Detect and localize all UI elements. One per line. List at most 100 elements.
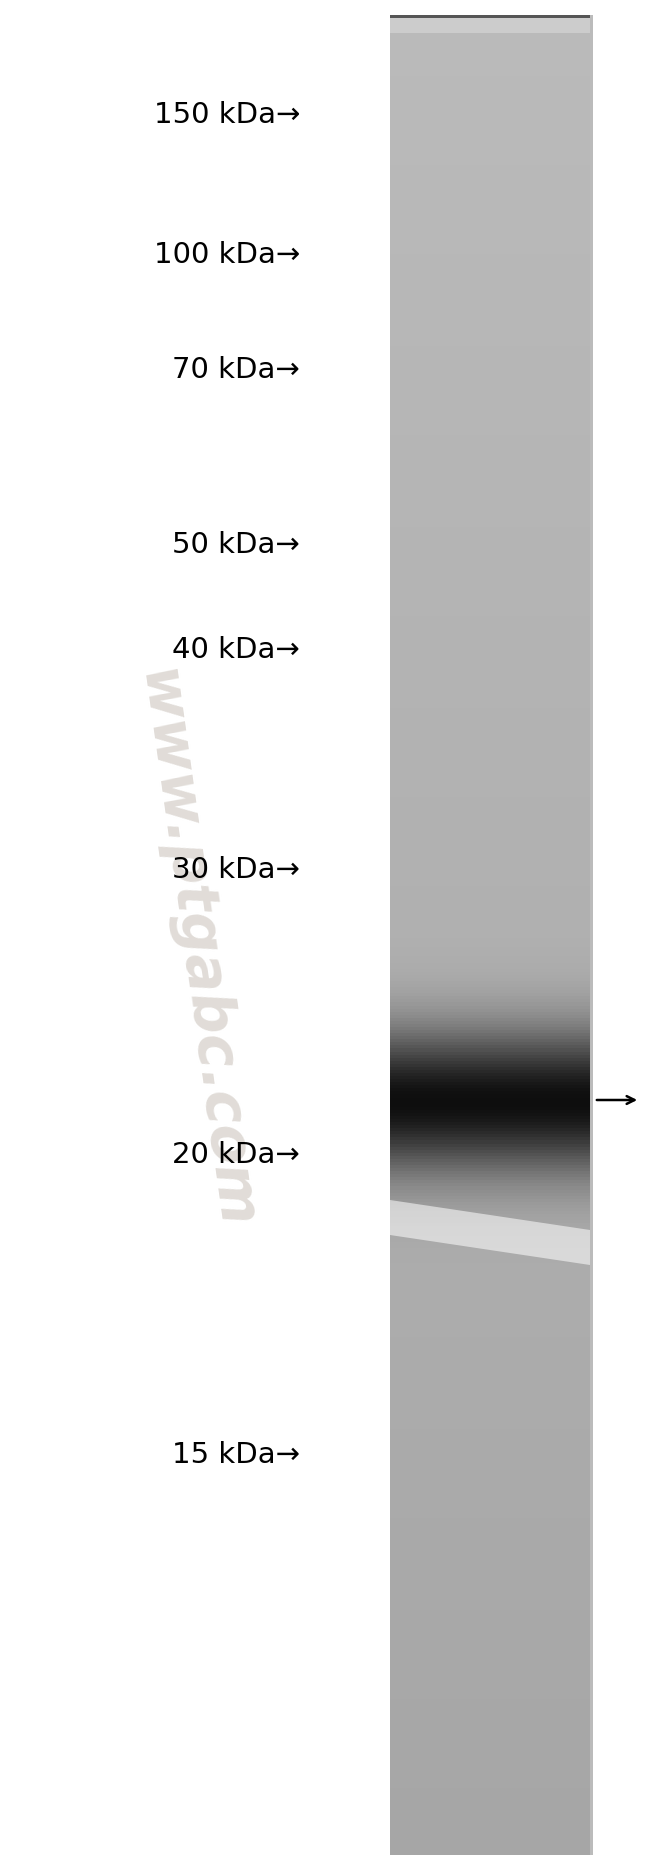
Text: www.ptgabc.com: www.ptgabc.com xyxy=(127,666,263,1234)
Bar xyxy=(390,532,590,536)
Bar xyxy=(390,638,590,640)
Bar xyxy=(390,438,590,441)
Bar xyxy=(390,178,590,180)
Bar xyxy=(390,911,590,913)
Bar xyxy=(390,620,590,621)
Bar xyxy=(390,1146,590,1150)
Bar xyxy=(390,441,590,445)
Bar xyxy=(390,1011,590,1015)
Bar xyxy=(390,612,590,616)
Bar xyxy=(390,851,590,855)
Bar xyxy=(390,1258,590,1260)
Bar xyxy=(390,859,590,861)
Bar xyxy=(390,208,590,211)
Bar xyxy=(390,696,590,699)
Bar xyxy=(390,1122,590,1126)
Bar xyxy=(390,1601,590,1603)
Bar xyxy=(390,1490,590,1493)
Bar xyxy=(390,944,590,948)
Bar xyxy=(390,365,590,367)
Bar xyxy=(390,647,590,649)
Bar xyxy=(390,877,590,879)
Bar xyxy=(390,61,590,65)
Bar xyxy=(390,1178,590,1180)
Bar xyxy=(390,184,590,187)
Bar xyxy=(390,1573,590,1577)
Bar xyxy=(390,1770,590,1772)
Bar xyxy=(390,249,590,250)
Bar xyxy=(390,723,590,727)
Bar xyxy=(390,874,590,877)
Bar xyxy=(390,926,590,929)
Bar xyxy=(390,1241,590,1245)
Bar xyxy=(390,1760,590,1762)
Bar xyxy=(390,736,590,738)
Bar xyxy=(390,315,590,319)
Bar xyxy=(390,1104,590,1107)
Bar xyxy=(390,794,590,798)
Text: 50 kDa→: 50 kDa→ xyxy=(172,531,300,558)
Bar xyxy=(390,827,590,831)
Bar xyxy=(390,1606,590,1610)
Bar xyxy=(390,1174,590,1178)
Bar xyxy=(390,1080,590,1081)
Bar xyxy=(390,770,590,772)
Bar xyxy=(390,1753,590,1757)
Bar xyxy=(390,250,590,254)
Bar xyxy=(390,870,590,874)
Bar xyxy=(390,757,590,761)
Bar xyxy=(390,1603,590,1606)
Bar xyxy=(390,19,590,20)
Bar xyxy=(390,1389,590,1391)
Bar xyxy=(390,720,590,723)
Bar xyxy=(390,729,590,733)
Bar xyxy=(390,245,590,249)
Bar xyxy=(390,1831,590,1833)
Bar xyxy=(390,1232,590,1235)
Bar xyxy=(390,1015,590,1018)
Bar xyxy=(390,1718,590,1720)
Bar xyxy=(390,1512,590,1514)
Bar xyxy=(390,649,590,653)
Bar xyxy=(390,1668,590,1671)
Bar xyxy=(390,837,590,840)
Bar xyxy=(390,401,590,404)
Bar xyxy=(390,1690,590,1692)
Bar xyxy=(390,82,590,85)
Bar xyxy=(390,1291,590,1293)
Bar xyxy=(390,1009,590,1011)
Bar xyxy=(390,137,590,141)
Bar xyxy=(390,174,590,178)
Bar xyxy=(390,699,590,701)
Bar xyxy=(390,963,590,966)
Bar xyxy=(390,338,590,339)
Bar xyxy=(390,1560,590,1564)
Bar xyxy=(390,564,590,568)
Bar xyxy=(390,1785,590,1788)
Bar xyxy=(390,1499,590,1503)
Bar xyxy=(390,616,590,620)
Bar xyxy=(390,718,590,720)
Bar xyxy=(390,902,590,905)
Bar xyxy=(390,232,590,236)
Bar xyxy=(390,451,590,453)
Bar xyxy=(390,343,590,347)
Bar xyxy=(390,1310,590,1311)
Bar xyxy=(390,1816,590,1818)
Bar xyxy=(390,377,590,380)
Bar xyxy=(390,423,590,427)
Bar xyxy=(390,15,590,19)
Bar xyxy=(390,72,590,76)
Bar xyxy=(390,545,590,549)
Bar xyxy=(390,800,590,803)
Bar xyxy=(390,1293,590,1297)
Bar xyxy=(390,380,590,382)
Bar xyxy=(390,586,590,588)
Bar xyxy=(390,198,590,202)
Bar xyxy=(390,733,590,736)
Bar xyxy=(390,1414,590,1417)
Bar xyxy=(390,197,590,198)
Bar xyxy=(390,950,590,953)
Bar xyxy=(390,1536,590,1540)
Bar xyxy=(390,480,590,484)
